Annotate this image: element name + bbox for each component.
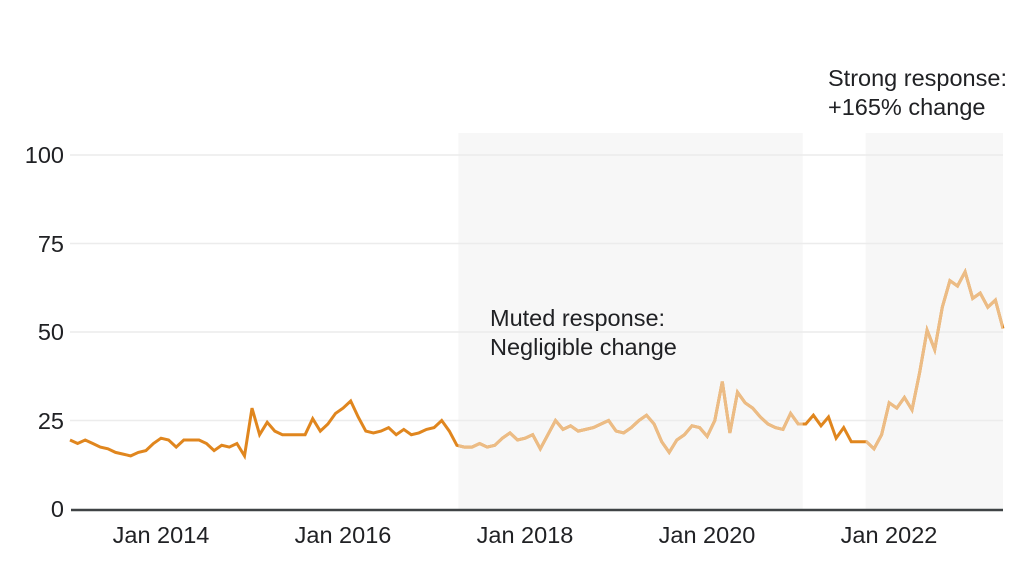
annotation-muted-line1: Muted response: <box>490 305 665 331</box>
gridlines <box>70 154 1003 512</box>
y-tick-label-50: 50 <box>38 319 64 345</box>
x-axis-labels: Jan 2014 Jan 2016 Jan 2018 Jan 2020 Jan … <box>113 522 938 548</box>
annotation-strong-line1: Strong response: <box>828 65 1007 91</box>
y-tick-label-75: 75 <box>38 231 64 257</box>
x-tick-label-2018: Jan 2018 <box>477 522 574 548</box>
annotation-strong-line2: +165% change <box>828 94 985 120</box>
y-tick-label-0: 0 <box>51 496 64 522</box>
annotation-muted-response: Muted response: Negligible change <box>490 305 677 360</box>
x-tick-label-2016: Jan 2016 <box>295 522 392 548</box>
annotation-strong-response: Strong response: +165% change <box>828 65 1007 120</box>
trend-line-muted-response-segment <box>458 381 803 456</box>
annotation-muted-line2: Negligible change <box>490 334 677 360</box>
y-tick-label-100: 100 <box>25 142 64 168</box>
x-tick-label-2014: Jan 2014 <box>113 522 210 548</box>
highlight-region-strong-response <box>865 133 1003 509</box>
highlight-regions <box>458 133 1003 509</box>
highlight-region-muted-response <box>458 133 803 509</box>
x-tick-label-2020: Jan 2020 <box>659 522 756 548</box>
x-tick-label-2022: Jan 2022 <box>841 522 938 548</box>
y-axis-labels: 100 75 50 25 0 <box>25 142 64 522</box>
y-tick-label-25: 25 <box>38 408 64 434</box>
trend-line-group <box>69 267 1005 461</box>
